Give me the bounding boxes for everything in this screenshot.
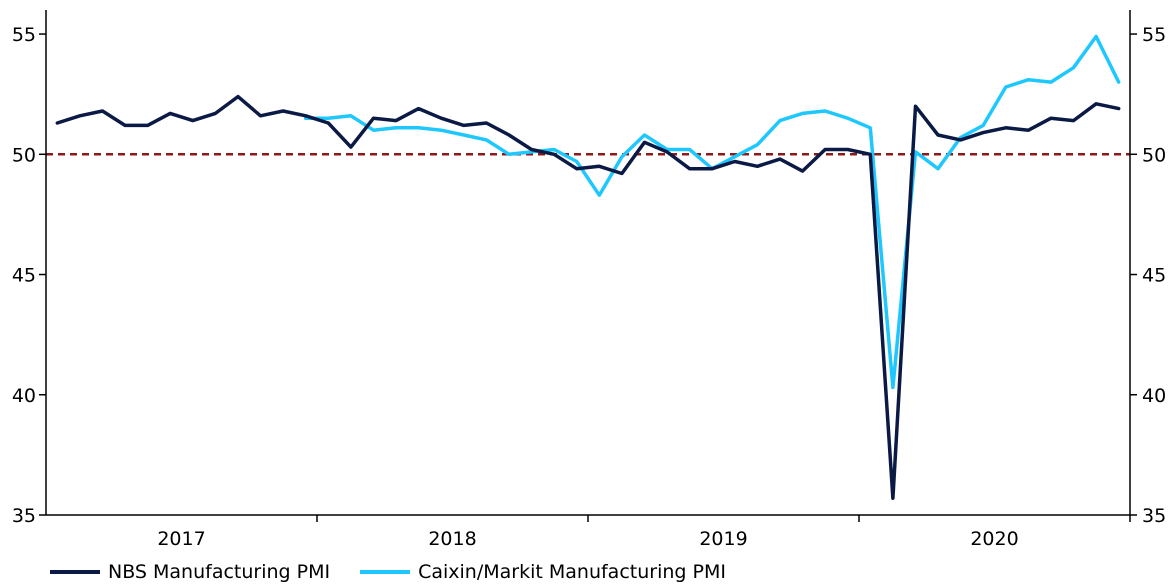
y-tick-label-left: 50 bbox=[12, 144, 36, 166]
legend-item-nbs: NBS Manufacturing PMI bbox=[50, 561, 330, 583]
legend-label-nbs: NBS Manufacturing PMI bbox=[108, 561, 331, 583]
y-tick-label-right: 40 bbox=[1142, 385, 1166, 407]
legend-item-caixin: Caixin/Markit Manufacturing PMI bbox=[360, 561, 726, 583]
y-tick-label-left: 40 bbox=[12, 385, 36, 407]
series-line-caixin bbox=[303, 34, 1121, 390]
y-tick-label-right: 55 bbox=[1142, 24, 1166, 46]
y-tick-label-left: 35 bbox=[12, 505, 36, 527]
x-tick-label: 2019 bbox=[699, 528, 747, 550]
x-tick-label: 2018 bbox=[428, 528, 476, 550]
legend-swatch-nbs bbox=[50, 570, 100, 574]
x-tick-label: 2017 bbox=[157, 528, 205, 550]
x-tick-label: 2020 bbox=[970, 528, 1018, 550]
y-tick-label-right: 35 bbox=[1142, 505, 1166, 527]
legend-swatch-caixin bbox=[360, 570, 411, 574]
y-tick-label-left: 55 bbox=[12, 24, 36, 46]
pmi-line-chart: 35 35 40 40 45 45 50 50 55 55 2017 2018 2019 2020 bbox=[12, 10, 1166, 550]
series-line-nbs bbox=[55, 94, 1121, 500]
legend-label-caixin: Caixin/Markit Manufacturing PMI bbox=[418, 561, 726, 583]
y-tick-label-left: 45 bbox=[12, 265, 36, 287]
legend: NBS Manufacturing PMI Caixin/Markit Manu… bbox=[50, 560, 756, 584]
axes-layer: 35 35 40 40 45 45 50 50 55 55 2017 2018 2019 2020 bbox=[12, 10, 1166, 550]
y-tick-label-right: 50 bbox=[1142, 144, 1166, 166]
y-tick-label-right: 45 bbox=[1142, 265, 1166, 287]
series-layer bbox=[55, 34, 1121, 500]
